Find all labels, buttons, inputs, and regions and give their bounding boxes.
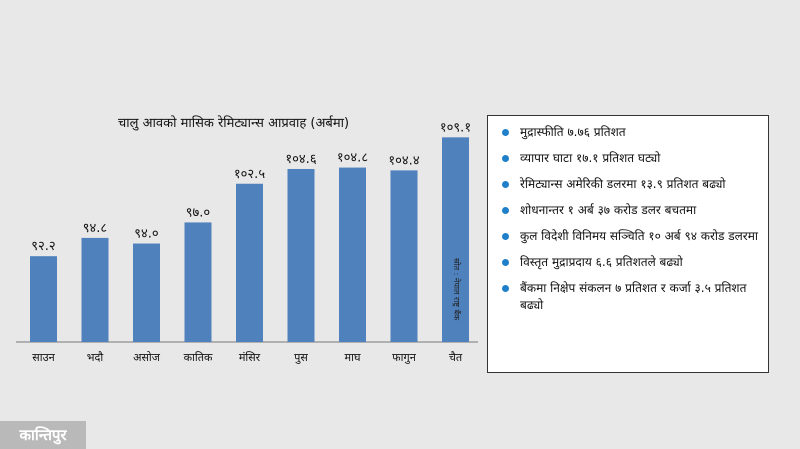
highlight-text: कुल विदेशी विनिमय सञ्चिति १० अर्ब ९४ करो… bbox=[520, 229, 758, 243]
bar-4 bbox=[236, 183, 263, 342]
bar-2 bbox=[133, 243, 160, 342]
highlights-list: मुद्रास्फीति ७.७६ प्रतिशत व्यापार घाटा १७… bbox=[498, 124, 758, 314]
highlight-item: मुद्रास्फीति ७.७६ प्रतिशत bbox=[498, 124, 758, 141]
category-label-2: असोज bbox=[133, 351, 161, 364]
category-label-6: माघ bbox=[345, 351, 361, 364]
bullet-icon bbox=[502, 285, 509, 292]
bullet-icon bbox=[502, 259, 509, 266]
bar-5 bbox=[287, 168, 315, 342]
chart-svg: ९२.२ साउन ९४.८ भदौ ९४.० असोज ९७.० कातिक १०२.५ मंस… bbox=[16, 120, 478, 364]
bar-7 bbox=[390, 170, 418, 342]
category-label-8: चैत bbox=[449, 351, 463, 364]
highlight-text: व्यापार घाटा १७.१ प्रतिशत घट्यो bbox=[520, 151, 661, 165]
category-label-5: पुस bbox=[294, 351, 308, 364]
bullet-icon bbox=[502, 181, 509, 188]
highlight-text: बैंकमा निक्षेप संकलन ७ प्रतिशत र कर्जा ३… bbox=[520, 281, 747, 312]
highlight-text: मुद्रास्फीति ७.७६ प्रतिशत bbox=[520, 125, 626, 139]
highlight-item: शोधनान्तर १ अर्ब ३७ करोड डलर बचतमा bbox=[498, 202, 758, 219]
chart-title: चालु आवको मासिक रेमिट्यान्स आप्रवाह (अर्… bbox=[118, 116, 350, 131]
source-note: स्रोत : नेपाल राष्ट्र बैंक bbox=[452, 258, 461, 321]
highlight-item: कुल विदेशी विनिमय सञ्चिति १० अर्ब ९४ करो… bbox=[498, 228, 758, 245]
data-label-0: ९२.२ bbox=[31, 239, 55, 254]
highlight-item: बैंकमा निक्षेप संकलन ७ प्रतिशत र कर्जा ३… bbox=[498, 280, 758, 314]
data-label-7: १०४.४ bbox=[388, 153, 419, 168]
data-label-5: १०४.६ bbox=[285, 152, 316, 167]
bar-3 bbox=[184, 222, 212, 342]
bar-8 bbox=[442, 137, 469, 342]
highlight-text: रेमिट्यान्स अमेरिकी डलरमा १३.९ प्रतिशत ब… bbox=[520, 177, 726, 191]
bullet-icon bbox=[502, 155, 509, 162]
bullet-icon bbox=[502, 207, 509, 214]
category-label-4: मंसिर bbox=[239, 351, 261, 364]
kantipur-logo: कान्तिपुर bbox=[0, 421, 86, 449]
data-label-3: ९७.० bbox=[186, 205, 210, 220]
data-label-2: ९४.० bbox=[134, 227, 158, 242]
data-label-8: १०९.१ bbox=[440, 120, 471, 135]
highlights-box: मुद्रास्फीति ७.७६ प्रतिशत व्यापार घाटा १७… bbox=[487, 115, 769, 373]
highlight-item: रेमिट्यान्स अमेरिकी डलरमा १३.९ प्रतिशत ब… bbox=[498, 176, 758, 193]
bar-1 bbox=[81, 237, 109, 342]
bullet-icon bbox=[502, 233, 509, 240]
highlight-text: विस्तृत मुद्राप्रदाय ६.६ प्रतिशतले बढ्यो bbox=[520, 255, 683, 269]
remittance-chart: चालु आवको मासिक रेमिट्यान्स आप्रवाह (अर्… bbox=[16, 116, 478, 364]
category-label-1: भदौ bbox=[87, 351, 104, 364]
bar-0 bbox=[30, 256, 57, 342]
highlight-item: विस्तृत मुद्राप्रदाय ६.६ प्रतिशतले बढ्यो bbox=[498, 254, 758, 271]
highlight-text: शोधनान्तर १ अर्ब ३७ करोड डलर बचतमा bbox=[520, 203, 697, 217]
data-label-6: १०४.८ bbox=[337, 151, 368, 166]
data-label-1: ९४.८ bbox=[83, 221, 108, 236]
bullet-icon bbox=[502, 129, 509, 136]
data-label-4: १०२.५ bbox=[234, 167, 265, 182]
bar-6 bbox=[339, 167, 366, 342]
category-label-3: कातिक bbox=[184, 351, 213, 364]
category-label-7: फागुन bbox=[392, 351, 417, 364]
category-label-0: साउन bbox=[32, 351, 55, 364]
highlight-item: व्यापार घाटा १७.१ प्रतिशत घट्यो bbox=[498, 150, 758, 167]
